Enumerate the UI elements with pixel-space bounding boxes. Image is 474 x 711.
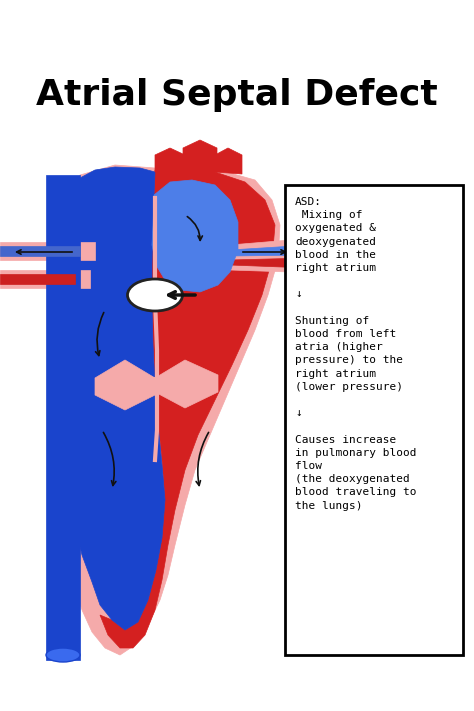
Polygon shape bbox=[215, 148, 242, 174]
Polygon shape bbox=[46, 175, 80, 660]
Polygon shape bbox=[58, 165, 280, 655]
FancyBboxPatch shape bbox=[285, 185, 463, 655]
Polygon shape bbox=[0, 274, 75, 284]
Polygon shape bbox=[100, 170, 275, 648]
Polygon shape bbox=[155, 360, 218, 408]
Ellipse shape bbox=[138, 285, 156, 295]
Polygon shape bbox=[183, 140, 217, 172]
Text: Atrial Septal Defect: Atrial Septal Defect bbox=[36, 78, 438, 112]
Ellipse shape bbox=[128, 279, 182, 311]
Polygon shape bbox=[230, 258, 308, 268]
Polygon shape bbox=[230, 245, 310, 256]
Polygon shape bbox=[0, 242, 95, 260]
Ellipse shape bbox=[46, 648, 80, 662]
Polygon shape bbox=[95, 360, 155, 410]
Polygon shape bbox=[0, 270, 90, 288]
Polygon shape bbox=[0, 246, 80, 256]
Polygon shape bbox=[230, 240, 315, 272]
Polygon shape bbox=[155, 148, 185, 172]
Polygon shape bbox=[152, 180, 238, 292]
Polygon shape bbox=[60, 167, 165, 630]
Text: ASD:
 Mixing of
oxygenated &
deoxygenated
blood in the
right atrium

↓

Shunting: ASD: Mixing of oxygenated & deoxygenated… bbox=[295, 197, 417, 510]
